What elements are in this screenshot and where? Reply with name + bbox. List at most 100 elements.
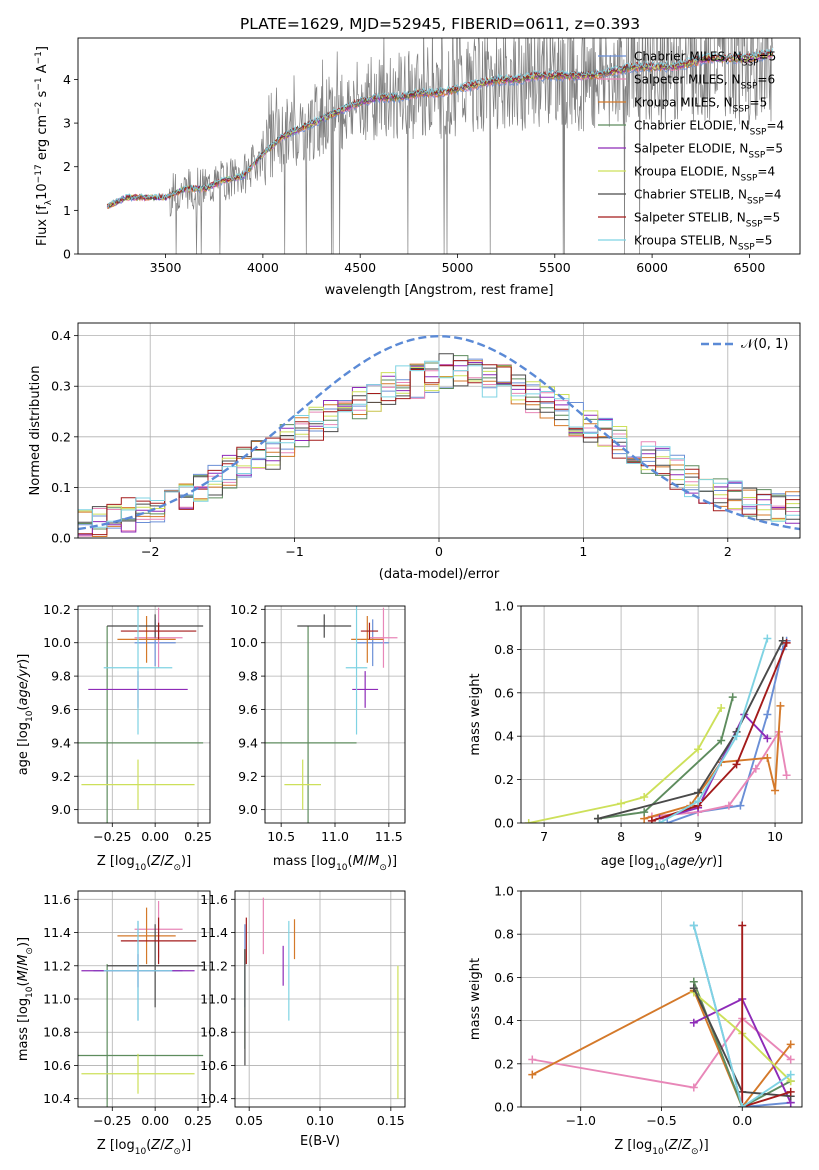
- weight-marker: [717, 703, 726, 712]
- weight-marker: [640, 808, 649, 817]
- axis-ticks: −2 −1 0 1 2 0.0 0.1 0.2 0.3 0.4: [51, 328, 732, 559]
- weight-marker: [738, 1103, 747, 1107]
- axis-ticks: −1.0 −0.5 0.0 0.0 0.2 0.4 0.6 0.8 1.0: [494, 884, 752, 1129]
- legend-label: Salpeter STELIB, NSSP=5: [634, 211, 780, 230]
- y-tick-label: 0.6: [494, 970, 514, 985]
- legend-label: Kroupa ELODIE, NSSP=4: [634, 165, 775, 184]
- x-tick-label: 8: [617, 829, 625, 844]
- plot-area: [78, 900, 204, 1107]
- legend-label: Chabrier ELODIE, NSSP=4: [634, 119, 784, 138]
- y-tick-label: 0.8: [494, 642, 514, 657]
- y-axis-label: age [log10(age/yr)]: [16, 654, 35, 776]
- x-axis-label: Z [log10(Z/Z⊙)]: [97, 1138, 191, 1157]
- x-tick-label: 5000: [442, 260, 474, 275]
- y-tick-label: 9.2: [238, 769, 258, 784]
- weight-marker: [732, 732, 741, 741]
- weight-marker: [528, 1055, 537, 1064]
- legend-label: Chabrier STELIB, NSSP=4: [634, 188, 782, 207]
- weight-marker: [617, 799, 626, 808]
- weight-line: [531, 989, 792, 1107]
- axes-frame: [77, 37, 801, 255]
- residual-histogram: [78, 360, 800, 538]
- observed-spectrum: [106, 38, 774, 254]
- weight-marker: [763, 734, 772, 743]
- weight-marker: [776, 701, 785, 710]
- y-tick-label: 11.6: [43, 892, 71, 907]
- weight-marker: [694, 788, 703, 797]
- axis-ticks: 7 8 9 10 0.0 0.2 0.4 0.6 0.8 1.0: [494, 599, 783, 845]
- weight-marker: [728, 693, 737, 702]
- x-tick-label: −1.0: [566, 1113, 596, 1128]
- weight-marker: [786, 1087, 795, 1096]
- y-tick-label: 0.6: [494, 685, 514, 700]
- x-tick-label: 9: [694, 829, 702, 844]
- y-tick-label: 9.4: [238, 735, 258, 750]
- weight-marker: [689, 1018, 698, 1027]
- x-tick-label: 7: [540, 829, 548, 844]
- weight-marker: [763, 753, 772, 762]
- weight-marker: [763, 710, 772, 719]
- weight-line: [597, 696, 734, 820]
- axes-frame: [520, 890, 803, 1108]
- y-tick-label: 0.0: [494, 816, 514, 831]
- y-tick-label: 10.2: [230, 602, 258, 617]
- age-vs-mass-panel: 10.5 11.0 11.5 9.0 9.2 9.4 9.6 9.8 10.0 10.2 mass …: [230, 602, 406, 873]
- plot-area: [244, 897, 399, 1099]
- weight-marker: [663, 819, 672, 823]
- x-tick-label: 2: [724, 544, 732, 559]
- axes-frame: [234, 890, 406, 1108]
- y-tick-label: 11.4: [200, 925, 228, 940]
- y-tick-label: 4: [63, 72, 71, 87]
- weight-marker: [528, 1070, 537, 1079]
- plot-area: [78, 606, 204, 823]
- figure-title: PLATE=1629, MJD=52945, FIBERID=0611, z=0…: [240, 15, 640, 33]
- y-tick-label: 1.0: [494, 884, 514, 899]
- y-tick-label: 10.6: [43, 1058, 71, 1073]
- y-tick-label: 1: [63, 203, 71, 218]
- y-axis-label: Flux [fλ10−17 erg cm−2 s−1 A−1]: [34, 46, 54, 246]
- x-tick-label: 5500: [539, 260, 571, 275]
- grid: [521, 890, 802, 1108]
- legend-label: Chabrier MILES, NSSP=5: [634, 50, 776, 69]
- weight-marker: [751, 764, 760, 773]
- y-tick-label: 9.6: [238, 702, 258, 717]
- y-tick-label: 0.2: [494, 772, 514, 787]
- weight-marker: [694, 797, 703, 806]
- mass-vs-metallicity-panel: −0.25 0.00 0.25 10.4 10.6 10.8 11.0 11.2 11.4 11.…: [16, 890, 212, 1157]
- x-axis-label: E(B-V): [300, 1134, 340, 1149]
- axis-ticks: −0.25 0.00 0.25 10.4 10.6 10.8 11.0 11.2 11.4 11.…: [43, 892, 212, 1128]
- age-vs-metallicity-panel: −0.25 0.00 0.25 9.0 9.2 9.4 9.6 9.8 10.0 10.2 Z [l…: [16, 602, 212, 873]
- x-axis-label: Z [log10(Z/Z⊙)]: [614, 1138, 708, 1157]
- axes-frame: [520, 605, 803, 824]
- x-tick-label: 0.0: [732, 1113, 752, 1128]
- y-tick-label: 0.3: [51, 379, 71, 394]
- axis-ticks: 3500 4000 4500 5000 5500 6000 6500 0 1 2 3 4: [63, 72, 765, 275]
- y-tick-label: 0.8: [494, 927, 514, 942]
- weight-marker: [689, 1083, 698, 1092]
- weight-line: [659, 638, 769, 823]
- x-tick-label: −0.5: [646, 1113, 676, 1128]
- weight-line: [651, 729, 788, 818]
- y-tick-label: 9.2: [51, 769, 71, 784]
- axis-ticks: 0.05 0.10 0.15 10.4 10.6 10.8 11.0 11.2 11.4 11.6: [200, 892, 405, 1128]
- y-tick-label: 10.8: [43, 1025, 71, 1040]
- y-tick-label: 11.2: [200, 958, 228, 973]
- y-axis-label: mass [log10(M/M⊙)]: [16, 937, 35, 1061]
- weight-line: [692, 925, 792, 1107]
- x-tick-label: 0.05: [235, 1113, 263, 1128]
- x-tick-label: 10.5: [267, 829, 295, 844]
- legend-label: Kroupa STELIB, NSSP=5: [634, 234, 772, 253]
- weight-line: [532, 1017, 792, 1089]
- model-spectrum: [106, 49, 774, 207]
- weight-marker: [732, 760, 741, 769]
- y-tick-label: 0.0: [494, 1100, 514, 1115]
- y-tick-label: 9.0: [238, 802, 258, 817]
- weight-marker: [782, 638, 791, 647]
- weight-vs-metallicity-panel: −1.0 −0.5 0.0 0.0 0.2 0.4 0.6 0.8 1.0 mass weight…: [468, 884, 803, 1157]
- y-tick-label: 1.0: [494, 599, 514, 614]
- x-axis-label: mass [log10(M/M⊙)]: [273, 854, 397, 873]
- weight-marker: [724, 801, 733, 810]
- x-axis-label: wavelength [Angstrom, rest frame]: [325, 283, 554, 298]
- legend-label: Salpeter MILES, NSSP=6: [634, 73, 775, 92]
- y-tick-label: 2: [63, 159, 71, 174]
